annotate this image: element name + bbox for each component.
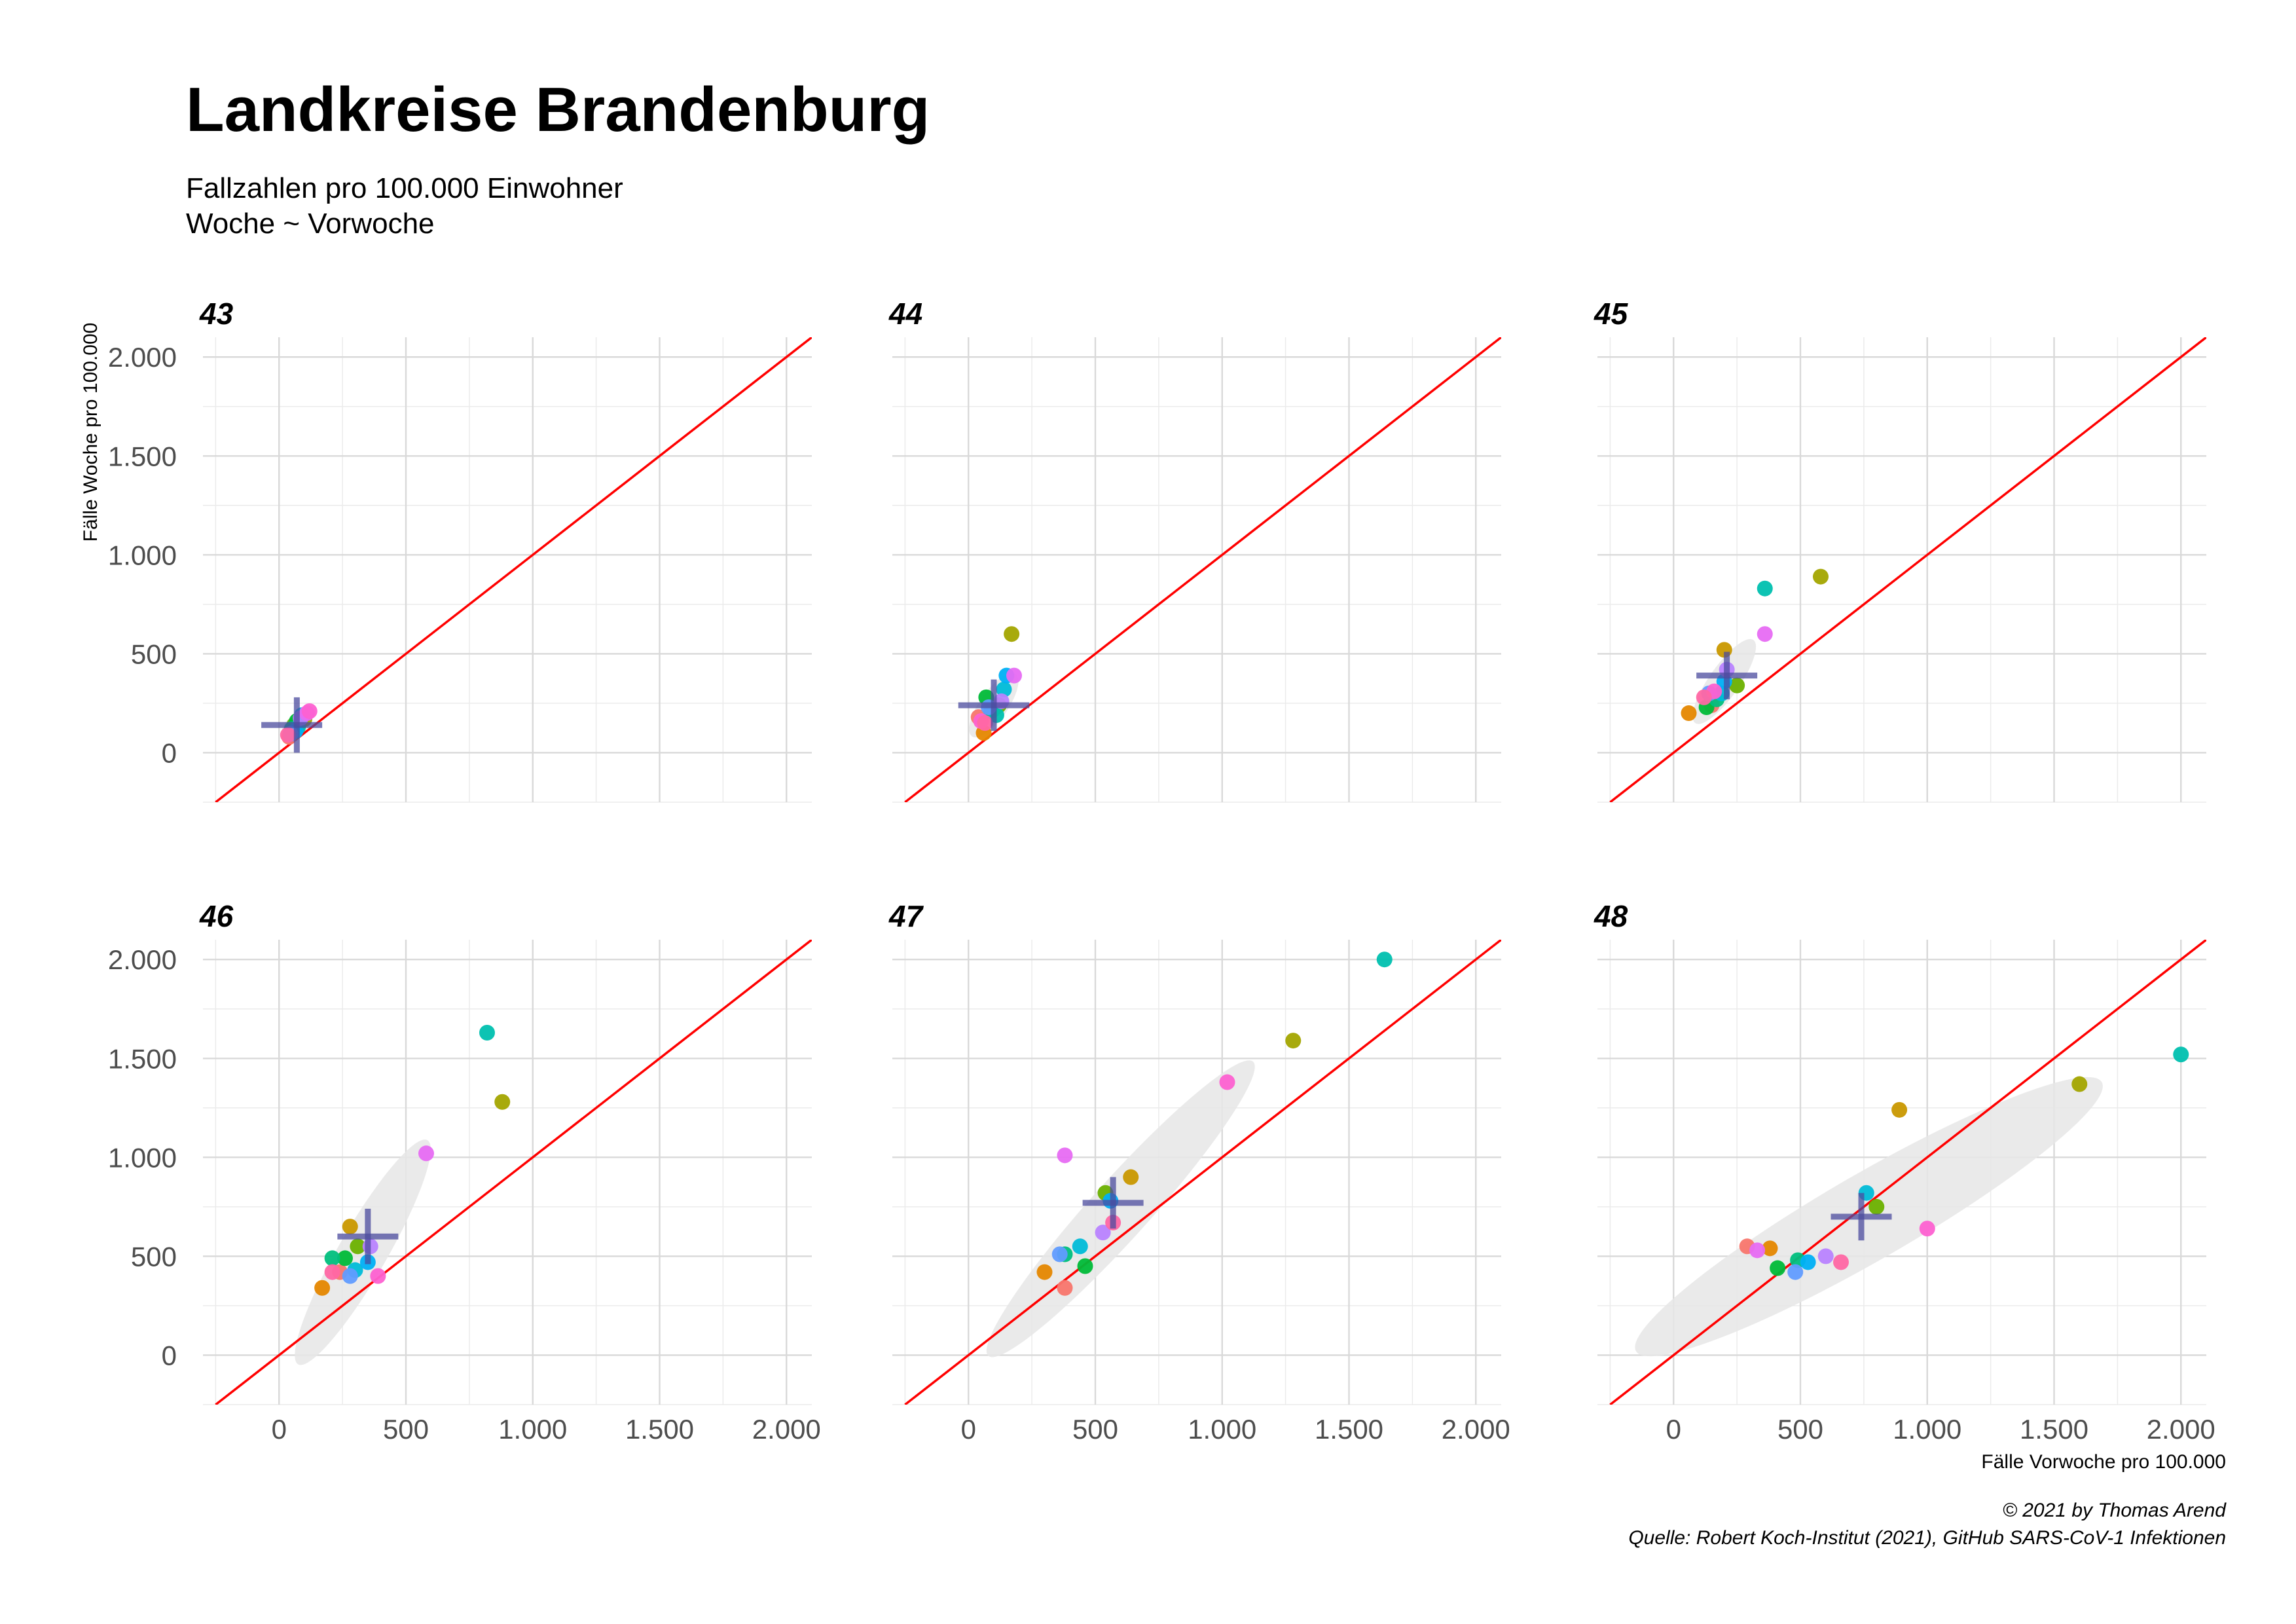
data-point (479, 1025, 495, 1041)
x-tick-label: 1.000 (498, 1414, 567, 1445)
data-point (1813, 568, 1829, 585)
facet-panel-44: 44 (888, 297, 1501, 803)
x-tick-label: 500 (1072, 1414, 1118, 1445)
data-point (494, 1094, 511, 1110)
x-tick-label: 2.000 (1442, 1414, 1510, 1445)
chart-subtitle-line1: Fallzahlen pro 100.000 Einwohner (186, 172, 623, 204)
x-tick-label: 500 (383, 1414, 429, 1445)
data-point (1072, 1238, 1088, 1255)
x-tick-label: 2.000 (752, 1414, 821, 1445)
facet-panel-46: 46 0 500 1.000 1.500 2.000 0 500 1.000 1.500 2.000 (108, 899, 821, 1445)
y-tick-label: 2.000 (108, 944, 177, 975)
data-point (1749, 1242, 1766, 1259)
facet-label: 47 (888, 899, 924, 933)
y-tick-label: 500 (131, 638, 177, 669)
facet-panel-48: 48 0 500 1.000 1.500 2.000 (1594, 899, 2215, 1445)
data-point (1051, 1246, 1068, 1263)
reference-line-y-equals-x (1609, 940, 2206, 1405)
x-axis-title: Fälle Vorwoche pro 100.000 (1981, 1451, 2226, 1473)
x-tick-label: 1.500 (625, 1414, 694, 1445)
data-point (1285, 1033, 1302, 1049)
data-point (324, 1250, 340, 1266)
data-point (1376, 951, 1393, 968)
data-point (1770, 1260, 1786, 1276)
y-tick-label: 1.500 (108, 441, 177, 471)
data-point (1219, 1074, 1235, 1090)
facet-panels: 43 0 500 1.000 1.500 2.000 44 45 46 0 500 1.000 1.50… (108, 297, 2215, 1445)
data-point (1077, 1258, 1093, 1274)
data-point (1696, 689, 1712, 705)
caption-copyright: © 2021 by Thomas Arend (2003, 1500, 2227, 1521)
data-point (370, 1268, 386, 1284)
reference-line-y-equals-x (904, 940, 1501, 1405)
data-point (1757, 580, 1773, 597)
reference-line-y-equals-x (1609, 337, 2206, 802)
data-point (280, 727, 296, 743)
data-point (1817, 1248, 1834, 1264)
x-tick-label: 1.000 (1893, 1414, 1961, 1445)
data-point (337, 1250, 353, 1266)
data-point (1787, 1264, 1804, 1280)
data-point (1919, 1221, 1935, 1237)
data-point (418, 1145, 434, 1162)
facet-label: 48 (1594, 899, 1628, 933)
x-tick-label: 0 (1666, 1414, 1681, 1445)
data-point (314, 1280, 331, 1296)
confidence-ellipse (986, 1060, 1255, 1357)
facet-label: 46 (199, 899, 234, 933)
y-tick-label: 0 (162, 737, 177, 768)
x-tick-label: 0 (272, 1414, 287, 1445)
data-point (1057, 1280, 1073, 1296)
data-point (1800, 1254, 1816, 1270)
chart-title: Landkreise Brandenburg (186, 75, 930, 145)
data-point (1762, 1240, 1778, 1257)
facet-label: 45 (1594, 297, 1629, 331)
x-tick-label: 2.000 (2147, 1414, 2215, 1445)
x-tick-label: 0 (961, 1414, 976, 1445)
data-point (350, 1238, 366, 1255)
y-tick-label: 1.500 (108, 1043, 177, 1074)
data-point (2071, 1076, 2088, 1092)
data-point (977, 715, 993, 731)
chart-subtitle-line2: Woche ~ Vorwoche (186, 208, 435, 240)
facet-label: 44 (888, 297, 922, 331)
data-point (342, 1268, 358, 1284)
facet-panel-43: 43 0 500 1.000 1.500 2.000 (108, 297, 812, 803)
y-tick-label: 0 (162, 1340, 177, 1371)
data-point (301, 703, 318, 720)
reference-line-y-equals-x (904, 337, 1501, 802)
data-point (1757, 626, 1773, 642)
data-point (1057, 1147, 1073, 1164)
facet-label: 43 (199, 297, 234, 331)
data-point (996, 681, 1012, 697)
data-point (324, 1264, 340, 1280)
y-tick-label: 1.000 (108, 540, 177, 570)
caption-source: Quelle: Robert Koch-Institut (2021), Git… (1628, 1527, 2226, 1549)
data-point (1833, 1254, 1849, 1270)
x-tick-label: 500 (1777, 1414, 1823, 1445)
data-point (2173, 1046, 2189, 1063)
y-axis-title: Fälle Woche pro 100.000 (80, 323, 101, 542)
y-tick-label: 500 (131, 1241, 177, 1272)
data-point (1891, 1101, 1908, 1118)
data-point (1681, 705, 1697, 722)
x-tick-label: 1.500 (2020, 1414, 2088, 1445)
facet-panel-45: 45 (1594, 297, 2206, 803)
facet-panel-47: 47 0 500 1.000 1.500 2.000 (888, 899, 1510, 1445)
data-point (1729, 677, 1745, 693)
x-tick-label: 1.500 (1315, 1414, 1383, 1445)
data-point (342, 1219, 358, 1235)
data-point (1006, 667, 1022, 684)
data-point (1095, 1225, 1111, 1241)
x-tick-label: 1.000 (1188, 1414, 1256, 1445)
data-point (1868, 1198, 1885, 1215)
y-tick-label: 2.000 (108, 342, 177, 373)
y-tick-label: 1.000 (108, 1142, 177, 1173)
data-point (1004, 626, 1020, 642)
data-point (1123, 1169, 1139, 1185)
reference-line-y-equals-x (215, 940, 812, 1405)
data-point (1036, 1264, 1053, 1280)
